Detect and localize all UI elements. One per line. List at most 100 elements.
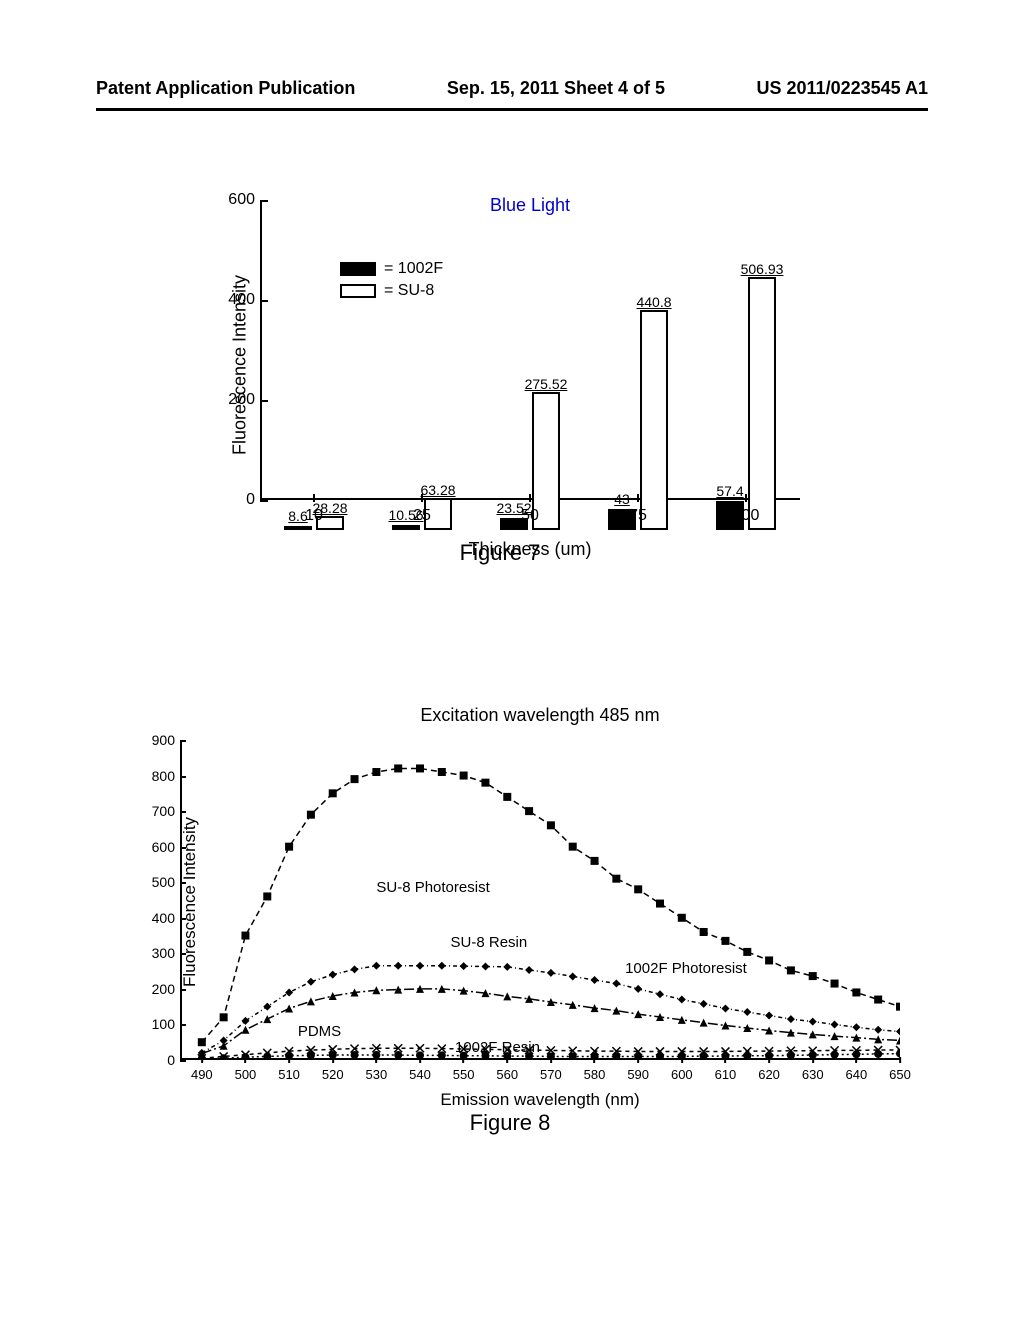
- series-marker: [285, 988, 293, 996]
- x-tick: 630: [802, 1067, 824, 1082]
- series-marker: [656, 900, 664, 908]
- figure-7: Blue Light Fluorescence Intensity Thickn…: [200, 200, 800, 650]
- series-marker: [394, 962, 402, 970]
- x-tick: 560: [496, 1067, 518, 1082]
- series-marker: [874, 1026, 882, 1034]
- x-category: 100: [733, 507, 760, 525]
- series-marker: [263, 1015, 271, 1023]
- chart-title: Blue Light: [490, 195, 570, 216]
- series-marker: [700, 1000, 708, 1008]
- series-marker: [416, 764, 424, 772]
- series-marker: [700, 928, 708, 936]
- legend-label: = 1002F: [384, 260, 443, 278]
- x-tick: 580: [584, 1067, 606, 1082]
- series-marker: [743, 1008, 751, 1016]
- legend-swatch-solid: [340, 262, 376, 276]
- legend-label: = SU-8: [384, 282, 434, 300]
- x-tick: 600: [671, 1067, 693, 1082]
- series-marker: [438, 768, 446, 776]
- series-label: 1002F Resin: [455, 1039, 540, 1056]
- bar-su8: 440.8: [640, 310, 668, 530]
- series-marker: [503, 793, 511, 801]
- series-marker: [569, 843, 577, 851]
- series-marker: [351, 775, 359, 783]
- series-marker: [678, 914, 686, 922]
- series-marker: [241, 1026, 249, 1034]
- y-tick: 200: [210, 391, 255, 409]
- series-marker: [263, 1052, 271, 1060]
- series-marker: [263, 1003, 271, 1011]
- y-axis: [260, 200, 262, 500]
- series-marker: [481, 779, 489, 787]
- series-marker: [416, 1044, 424, 1052]
- series-label: PDMS: [298, 1023, 341, 1040]
- series-marker: [329, 971, 337, 979]
- series-marker: [307, 1051, 315, 1059]
- y-tick: 200: [140, 981, 175, 997]
- y-tick: 800: [140, 768, 175, 784]
- series-marker: [831, 980, 839, 988]
- series-marker: [569, 972, 577, 980]
- series-marker: [460, 962, 468, 970]
- legend-swatch-hollow: [340, 284, 376, 298]
- figure-8: Excitation wavelength 485 nm Fluorescenc…: [100, 700, 920, 1180]
- series-marker: [329, 789, 337, 797]
- series-marker: [787, 1051, 795, 1059]
- series-marker: [852, 988, 860, 996]
- legend: = 1002F = SU-8: [340, 260, 443, 304]
- x-tick: 640: [846, 1067, 868, 1082]
- series-marker: [438, 1051, 446, 1059]
- header-divider: [96, 108, 928, 111]
- series-marker: [765, 956, 773, 964]
- series-marker: [787, 966, 795, 974]
- series-marker: [241, 932, 249, 940]
- series-marker: [612, 980, 620, 988]
- series-marker: [809, 1018, 817, 1026]
- plot-area: [180, 740, 900, 1060]
- x-tick: 570: [540, 1067, 562, 1082]
- series-marker: [416, 962, 424, 970]
- series-marker: [874, 1050, 882, 1058]
- y-tick: 700: [140, 803, 175, 819]
- series-marker: [721, 937, 729, 945]
- legend-row: = 1002F: [340, 260, 443, 278]
- series-marker: [896, 1028, 900, 1036]
- series-line: [202, 966, 900, 1053]
- chart-title: Excitation wavelength 485 nm: [420, 705, 659, 726]
- x-tick: 620: [758, 1067, 780, 1082]
- x-tick: 610: [715, 1067, 737, 1082]
- series-marker: [198, 1038, 206, 1046]
- series-marker: [285, 1004, 293, 1012]
- x-category: 25: [413, 507, 431, 525]
- bar-value-label: 43: [614, 491, 630, 507]
- x-tick: 510: [278, 1067, 300, 1082]
- x-tick: 520: [322, 1067, 344, 1082]
- series-marker: [656, 990, 664, 998]
- series-marker: [525, 966, 533, 974]
- y-tick: 500: [140, 874, 175, 890]
- bar-su8: 506.93: [748, 277, 776, 530]
- series-marker: [351, 1051, 359, 1059]
- y-tick: 600: [140, 839, 175, 855]
- x-tick: 650: [889, 1067, 911, 1082]
- bar-value-label: 440.8: [636, 294, 671, 310]
- x-tick: 550: [453, 1067, 475, 1082]
- series-marker: [787, 1015, 795, 1023]
- series-marker: [394, 1051, 402, 1059]
- legend-row: = SU-8: [340, 282, 443, 300]
- x-axis-label: Emission wavelength (nm): [440, 1090, 639, 1110]
- y-tick: 900: [140, 732, 175, 748]
- series-marker: [547, 969, 555, 977]
- bar-value-label: 275.52: [525, 376, 568, 392]
- series-marker: [285, 843, 293, 851]
- x-tick: 500: [235, 1067, 257, 1082]
- series-marker: [438, 962, 446, 970]
- bar-value-label: 57.4: [716, 483, 743, 499]
- figure-caption: Figure 8: [100, 1110, 920, 1136]
- y-tick: 600: [210, 191, 255, 209]
- series-marker: [612, 875, 620, 883]
- series-marker: [263, 892, 271, 900]
- series-marker: [307, 997, 315, 1005]
- series-marker: [874, 996, 882, 1004]
- bar-1002f: 10.56: [392, 525, 420, 530]
